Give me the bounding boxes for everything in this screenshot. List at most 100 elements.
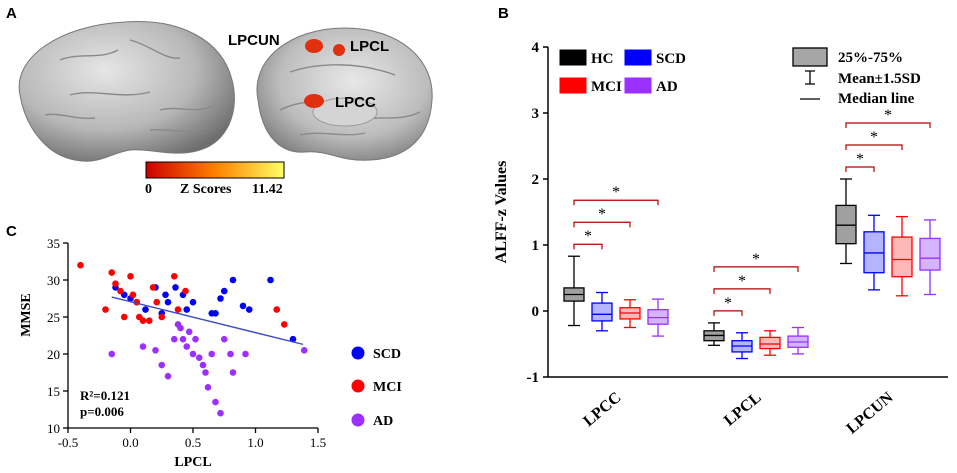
y-tick-label: 0 xyxy=(532,304,540,320)
scatter-point-mci xyxy=(158,313,166,321)
scatter-point-scd xyxy=(239,302,247,310)
x-tick-label: 1.5 xyxy=(310,435,326,450)
scatter-point-ad xyxy=(185,328,193,336)
y-tick-label: 4 xyxy=(532,40,540,56)
scatter-point-ad xyxy=(300,347,308,354)
x-tick-label: 1.0 xyxy=(247,435,263,450)
y-tick-label: 15 xyxy=(47,384,60,399)
panel-label-b: B xyxy=(498,5,509,22)
scatter-point-ad xyxy=(170,335,178,343)
scatter-point-scd xyxy=(267,276,274,284)
stat-p: p=0.006 xyxy=(80,404,124,419)
significance-bracket xyxy=(845,166,875,172)
legend-marker-mci xyxy=(351,379,365,393)
boxplot-chart: -1 0 1 2 3 4 ALFF-z Values * * * LPCC * * * LPCL * * * LPC… xyxy=(493,40,948,437)
y-tick-label: 1 xyxy=(532,238,540,254)
significance-bracket xyxy=(573,243,603,250)
significance-star: * xyxy=(752,251,760,268)
scatter-point-mci xyxy=(127,273,134,280)
legend-swatch-scd xyxy=(624,49,652,66)
y-tick-label: 2 xyxy=(532,172,540,188)
scatter-point-mci xyxy=(139,317,147,325)
box-lpcun-hc xyxy=(835,204,857,245)
brain-medial-view xyxy=(256,27,433,161)
scatter-point-ad xyxy=(158,361,166,369)
colorbar-label: Z Scores xyxy=(180,182,232,197)
scatter-point-mci xyxy=(145,317,153,325)
scatter-point-scd xyxy=(245,306,253,313)
legend-median-label: Median line xyxy=(838,91,915,107)
activation-blobs xyxy=(304,39,345,108)
scatter-point-mci xyxy=(182,287,189,295)
scatter-point-mci xyxy=(153,298,161,306)
scatter-point-scd xyxy=(164,298,172,306)
panel-label-c: C xyxy=(6,223,17,240)
x-category-label: LPCC xyxy=(580,389,624,430)
scatter-point-ad xyxy=(199,361,207,369)
significance-bracket xyxy=(573,199,659,206)
scatter-point-mci xyxy=(112,280,119,288)
scatter-point-scd xyxy=(172,284,179,291)
stat-r2: R²=0.121 xyxy=(80,388,130,403)
y-tick-label: 10 xyxy=(47,421,60,436)
significance-star: * xyxy=(856,151,864,168)
scatter-point-scd xyxy=(212,310,219,317)
significance-star: * xyxy=(870,129,878,146)
panel-label-a: A xyxy=(6,5,17,22)
x-tick-label: 0.5 xyxy=(185,435,201,450)
scatter-point-ad xyxy=(242,350,249,358)
x-tick-label: 0.0 xyxy=(122,435,138,450)
significance-star: * xyxy=(612,184,620,201)
colorbar xyxy=(145,161,285,179)
x-category-label: LPCL xyxy=(721,389,765,429)
scatter-point-mci xyxy=(129,291,137,299)
scatter-point-scd xyxy=(189,298,197,306)
scatter-point-scd xyxy=(220,287,228,295)
scatter-point-ad xyxy=(208,350,216,358)
box-lpcc-ad xyxy=(647,309,669,325)
y-tick-label: 3 xyxy=(532,106,540,122)
legend-whisker-symbol xyxy=(805,70,815,85)
scatter-point-ad xyxy=(192,335,199,343)
legend-marker-scd xyxy=(351,346,365,360)
legend-label-hc: HC xyxy=(591,51,614,67)
lpcc-activation xyxy=(304,94,324,108)
scatter-point-mci xyxy=(170,273,178,280)
box-lpcl-mci xyxy=(759,336,781,350)
region-label-lpcc: LPCC xyxy=(335,94,376,111)
scatter-point-scd xyxy=(217,295,224,302)
scatter-point-ad xyxy=(177,324,184,332)
scatter-point-mci xyxy=(120,313,128,321)
scatter-point-mci xyxy=(102,306,109,313)
scatter-point-ad xyxy=(183,343,191,350)
lpcl-activation xyxy=(333,44,345,56)
legend-whisker-label: Mean±1.5SD xyxy=(838,71,921,87)
scatter-point-ad xyxy=(227,350,234,358)
colorbar-min: 0 xyxy=(145,182,152,197)
scatter-point-ad xyxy=(220,335,228,343)
brain-lateral-view xyxy=(18,21,235,162)
scatter-point-ad xyxy=(139,343,147,350)
scatter-point-mci xyxy=(149,284,157,291)
region-label-lpcl: LPCL xyxy=(350,38,389,55)
box-lpcun-mci xyxy=(891,236,913,278)
scatter-point-mci xyxy=(117,287,124,295)
legend-marker-ad xyxy=(351,413,365,427)
x-tick-label: -0.5 xyxy=(58,435,79,450)
significance-bracket xyxy=(713,310,743,316)
significance-bracket xyxy=(845,122,931,128)
significance-bracket xyxy=(573,221,631,228)
legend-box-swatch xyxy=(792,47,828,67)
lpcun-activation xyxy=(305,39,323,53)
scatter-point-ad xyxy=(202,369,209,376)
scatter-point-ad xyxy=(212,398,219,406)
regression-line xyxy=(111,296,304,346)
legend-swatch-ad xyxy=(624,77,652,94)
legend-label-scd: SCD xyxy=(373,347,401,362)
y-axis-title: MMSE xyxy=(19,293,34,337)
scatter-point-mci xyxy=(174,306,182,313)
significance-bracket xyxy=(713,288,771,294)
y-tick-label: -1 xyxy=(527,370,540,386)
legend-label-ad: AD xyxy=(373,414,393,429)
scatter-point-scd xyxy=(142,306,149,313)
